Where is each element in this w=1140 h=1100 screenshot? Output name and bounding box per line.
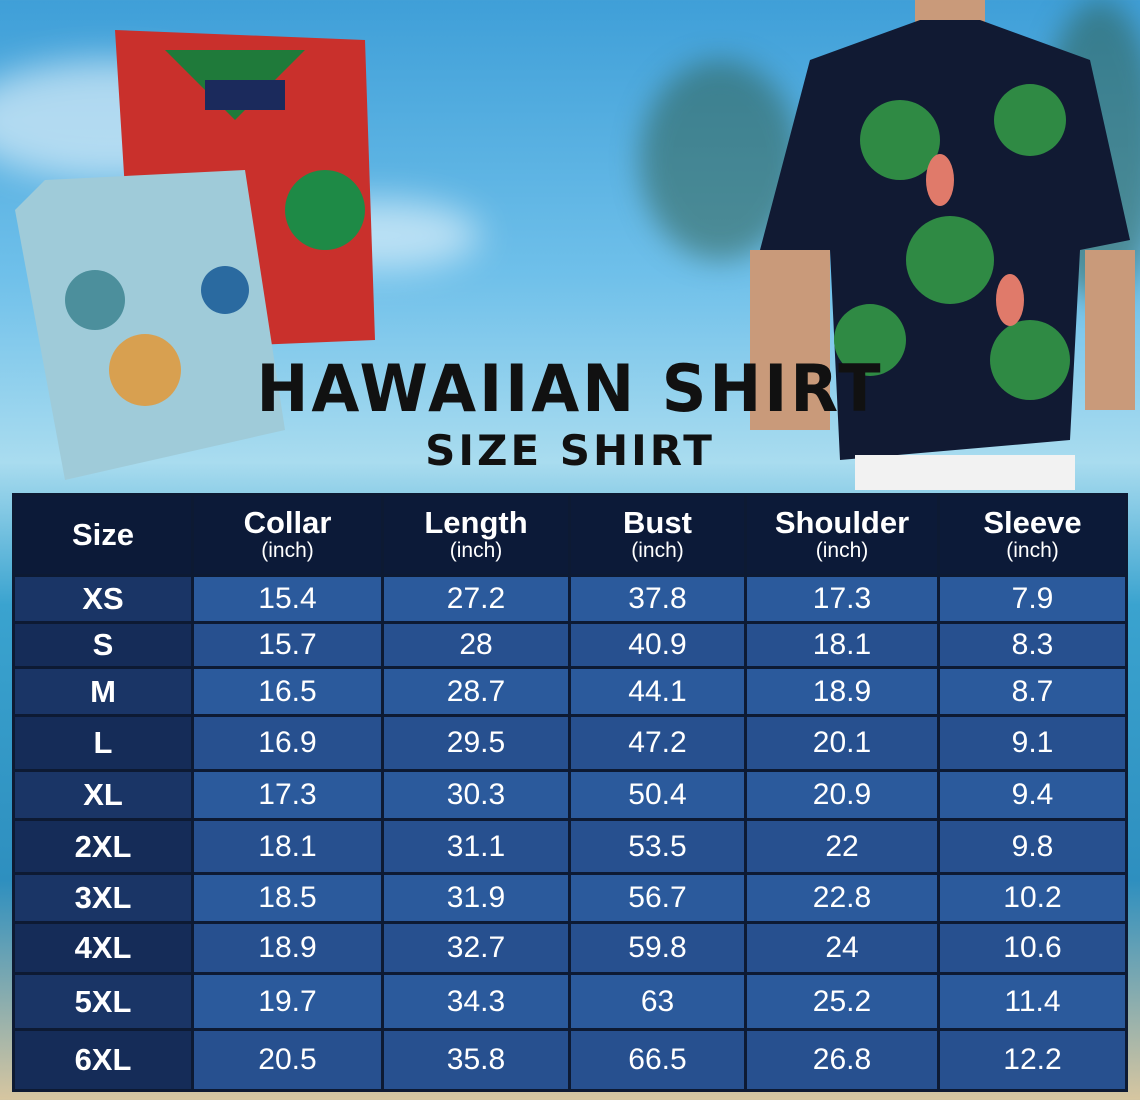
- measurement-cell: 34.3: [384, 975, 568, 1028]
- measurement-cell: 15.4: [194, 577, 381, 621]
- measurement-cell: 44.1: [571, 669, 744, 714]
- measurement-cell: 30.3: [384, 772, 568, 818]
- measurement-cell: 11.4: [940, 975, 1125, 1028]
- measurement-cell: 20.5: [194, 1031, 381, 1089]
- measurement-cell: 27.2: [384, 577, 568, 621]
- measurement-cell: 53.5: [571, 821, 744, 872]
- measurement-cell: 47.2: [571, 717, 744, 769]
- header-size: Size: [15, 496, 191, 574]
- measurement-cell: 20.9: [747, 772, 937, 818]
- header-shoulder: Shoulder (inch): [747, 496, 937, 574]
- header-length: Length (inch): [384, 496, 568, 574]
- measurement-cell: 17.3: [194, 772, 381, 818]
- table-row: M 16.5 28.7 44.1 18.9 8.7: [15, 669, 1125, 714]
- measurement-cell: 8.3: [940, 624, 1125, 666]
- measurement-cell: 16.9: [194, 717, 381, 769]
- size-cell: XS: [15, 577, 191, 621]
- measurement-cell: 22.8: [747, 875, 937, 921]
- header-label: Bust: [623, 505, 692, 540]
- header-bust: Bust (inch): [571, 496, 744, 574]
- header-unit: (inch): [449, 539, 503, 562]
- measurement-cell: 9.4: [940, 772, 1125, 818]
- measurement-cell: 40.9: [571, 624, 744, 666]
- measurement-cell: 9.1: [940, 717, 1125, 769]
- measurement-cell: 29.5: [384, 717, 568, 769]
- size-cell: 4XL: [15, 924, 191, 972]
- measurement-cell: 18.1: [747, 624, 937, 666]
- table-row: L 16.9 29.5 47.2 20.1 9.1: [15, 717, 1125, 769]
- table-row: XS 15.4 27.2 37.8 17.3 7.9: [15, 577, 1125, 621]
- header-unit: (inch): [261, 539, 314, 562]
- measurement-cell: 35.8: [384, 1031, 568, 1089]
- header-label: Collar: [243, 505, 332, 540]
- folded-shirts-image: [15, 30, 375, 480]
- table-row: 5XL 19.7 34.3 63 25.2 11.4: [15, 975, 1125, 1028]
- size-cell: S: [15, 624, 191, 666]
- measurement-cell: 18.1: [194, 821, 381, 872]
- table-row: 6XL 20.5 35.8 66.5 26.8 12.2: [15, 1031, 1125, 1089]
- measurement-cell: 16.5: [194, 669, 381, 714]
- measurement-cell: 50.4: [571, 772, 744, 818]
- measurement-cell: 7.9: [940, 577, 1125, 621]
- measurement-cell: 56.7: [571, 875, 744, 921]
- header-sleeve: Sleeve (inch): [940, 496, 1125, 574]
- measurement-cell: 18.9: [747, 669, 937, 714]
- measurement-cell: 19.7: [194, 975, 381, 1028]
- measurement-cell: 66.5: [571, 1031, 744, 1089]
- header-collar: Collar (inch): [194, 496, 381, 574]
- measurement-cell: 8.7: [940, 669, 1125, 714]
- page-title: HAWAIIAN SHIRT: [256, 350, 884, 427]
- header-label: Shoulder: [774, 505, 910, 540]
- measurement-cell: 32.7: [384, 924, 568, 972]
- size-cell: 2XL: [15, 821, 191, 872]
- header-label: Size: [71, 517, 135, 552]
- header-label: Sleeve: [983, 505, 1082, 540]
- header-label: Length: [424, 505, 528, 540]
- size-cell: XL: [15, 772, 191, 818]
- measurement-cell: 10.2: [940, 875, 1125, 921]
- measurement-cell: 18.5: [194, 875, 381, 921]
- header-unit: (inch): [815, 539, 869, 562]
- size-cell: 3XL: [15, 875, 191, 921]
- measurement-cell: 12.2: [940, 1031, 1125, 1089]
- measurement-cell: 22: [747, 821, 937, 872]
- measurement-cell: 28: [384, 624, 568, 666]
- table-row: 3XL 18.5 31.9 56.7 22.8 10.2: [15, 875, 1125, 921]
- measurement-cell: 31.9: [384, 875, 568, 921]
- page-subtitle: SIZE SHIRT: [425, 426, 715, 475]
- measurement-cell: 18.9: [194, 924, 381, 972]
- measurement-cell: 59.8: [571, 924, 744, 972]
- model-shirt-image: [750, 0, 1135, 490]
- measurement-cell: 24: [747, 924, 937, 972]
- table-row: 2XL 18.1 31.1 53.5 22 9.8: [15, 821, 1125, 872]
- measurement-cell: 10.6: [940, 924, 1125, 972]
- measurement-cell: 28.7: [384, 669, 568, 714]
- measurement-cell: 17.3: [747, 577, 937, 621]
- measurement-cell: 20.1: [747, 717, 937, 769]
- size-cell: M: [15, 669, 191, 714]
- table-row: 4XL 18.9 32.7 59.8 24 10.6: [15, 924, 1125, 972]
- measurement-cell: 26.8: [747, 1031, 937, 1089]
- measurement-cell: 63: [571, 975, 744, 1028]
- measurement-cell: 9.8: [940, 821, 1125, 872]
- table-row: XL 17.3 30.3 50.4 20.9 9.4: [15, 772, 1125, 818]
- table-row: S 15.7 28 40.9 18.1 8.3: [15, 624, 1125, 666]
- table-header-row: Size Collar (inch) Length (inch) Bust (inch…: [15, 496, 1125, 574]
- measurement-cell: 37.8: [571, 577, 744, 621]
- measurement-cell: 15.7: [194, 624, 381, 666]
- size-cell: L: [15, 717, 191, 769]
- size-cell: 5XL: [15, 975, 191, 1028]
- size-cell: 6XL: [15, 1031, 191, 1089]
- size-chart-table: Size Collar (inch) Length (inch) Bust (inch…: [12, 493, 1128, 1092]
- measurement-cell: 25.2: [747, 975, 937, 1028]
- header-unit: (inch): [1006, 539, 1059, 562]
- measurement-cell: 31.1: [384, 821, 568, 872]
- header-unit: (inch): [631, 539, 684, 562]
